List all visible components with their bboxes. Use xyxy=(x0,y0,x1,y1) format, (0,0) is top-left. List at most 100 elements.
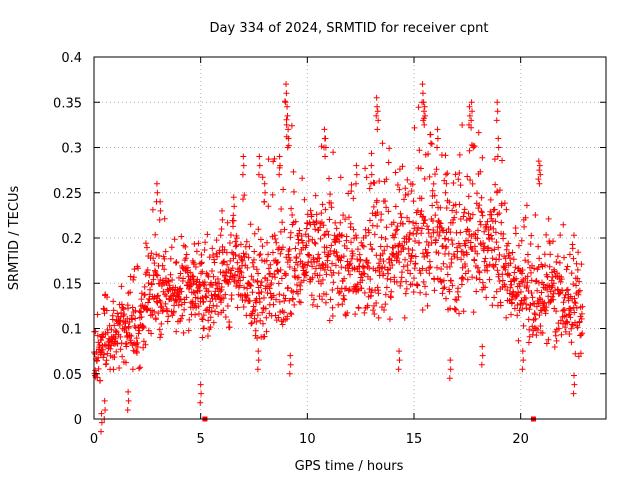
data-point xyxy=(394,226,401,233)
data-point xyxy=(164,307,171,314)
data-point xyxy=(318,219,325,226)
data-point xyxy=(558,276,565,283)
data-point xyxy=(455,176,462,183)
data-point xyxy=(402,256,409,263)
data-point xyxy=(157,334,164,341)
data-point xyxy=(466,147,473,154)
data-point xyxy=(270,292,277,299)
data-point xyxy=(571,372,577,379)
data-point xyxy=(148,281,155,288)
data-point xyxy=(290,168,297,175)
data-point xyxy=(162,300,169,307)
data-point xyxy=(534,287,541,294)
data-point xyxy=(129,316,136,323)
data-point xyxy=(416,147,423,154)
data-point xyxy=(536,255,543,262)
data-point xyxy=(464,276,471,283)
data-point xyxy=(434,126,441,133)
data-point xyxy=(205,273,212,280)
data-point xyxy=(166,282,173,289)
data-point xyxy=(214,276,221,283)
data-point xyxy=(512,230,519,237)
data-point xyxy=(260,294,267,301)
data-point xyxy=(558,331,565,338)
data-point xyxy=(272,312,279,319)
data-point xyxy=(134,344,141,351)
data-point xyxy=(476,268,483,275)
data-point xyxy=(319,276,326,283)
data-point xyxy=(536,295,543,302)
data-point xyxy=(338,264,345,271)
data-point xyxy=(227,257,234,264)
data-point xyxy=(196,287,203,294)
data-point xyxy=(434,144,441,151)
data-point xyxy=(396,357,403,364)
data-point xyxy=(199,334,206,341)
data-point xyxy=(493,239,500,246)
data-point xyxy=(505,240,512,247)
data-point xyxy=(283,81,289,88)
data-point xyxy=(446,375,453,382)
data-point xyxy=(280,186,287,193)
data-point xyxy=(413,220,420,227)
data-point xyxy=(461,206,468,213)
data-point xyxy=(575,249,582,256)
data-point xyxy=(431,171,438,178)
data-point xyxy=(263,314,270,321)
data-point xyxy=(471,257,478,264)
data-point xyxy=(355,305,362,312)
data-point xyxy=(192,311,199,318)
data-point xyxy=(283,270,289,277)
data-point xyxy=(315,251,322,258)
data-point xyxy=(550,296,557,303)
data-point xyxy=(340,253,347,260)
data-point xyxy=(419,90,426,97)
data-point xyxy=(521,223,528,230)
data-point xyxy=(433,166,440,173)
data-point xyxy=(538,289,545,296)
data-point xyxy=(123,329,130,336)
data-point xyxy=(350,195,357,202)
data-point xyxy=(259,309,266,316)
data-point xyxy=(411,275,417,282)
data-point xyxy=(276,298,283,305)
data-point xyxy=(564,286,571,293)
data-point xyxy=(526,326,533,333)
data-point xyxy=(570,390,577,397)
data-point xyxy=(333,249,340,256)
data-point xyxy=(158,331,165,338)
data-point xyxy=(348,239,355,246)
data-point xyxy=(313,211,320,218)
data-point xyxy=(337,174,344,181)
data-point xyxy=(520,322,527,329)
data-point xyxy=(354,246,361,253)
data-point xyxy=(508,281,515,288)
data-point xyxy=(138,296,145,303)
data-point xyxy=(333,225,340,232)
data-point xyxy=(518,237,525,244)
data-point xyxy=(161,255,168,262)
data-point xyxy=(519,270,526,277)
data-point xyxy=(140,324,147,331)
data-point xyxy=(374,108,381,115)
data-point xyxy=(162,248,169,255)
data-point xyxy=(197,399,204,406)
data-point xyxy=(426,258,433,265)
data-point xyxy=(520,300,527,307)
data-point xyxy=(240,274,247,281)
data-point xyxy=(507,260,514,267)
data-point xyxy=(215,292,222,299)
data-point xyxy=(303,225,310,232)
data-point xyxy=(465,210,472,217)
data-point xyxy=(431,287,438,294)
data-point xyxy=(578,331,585,338)
data-point xyxy=(279,219,286,226)
data-point xyxy=(437,278,444,285)
data-point xyxy=(261,333,268,340)
data-point xyxy=(320,222,327,229)
data-point xyxy=(232,251,239,258)
data-point xyxy=(424,302,431,309)
data-point xyxy=(271,232,278,239)
data-point xyxy=(309,301,316,308)
data-point xyxy=(574,266,581,273)
